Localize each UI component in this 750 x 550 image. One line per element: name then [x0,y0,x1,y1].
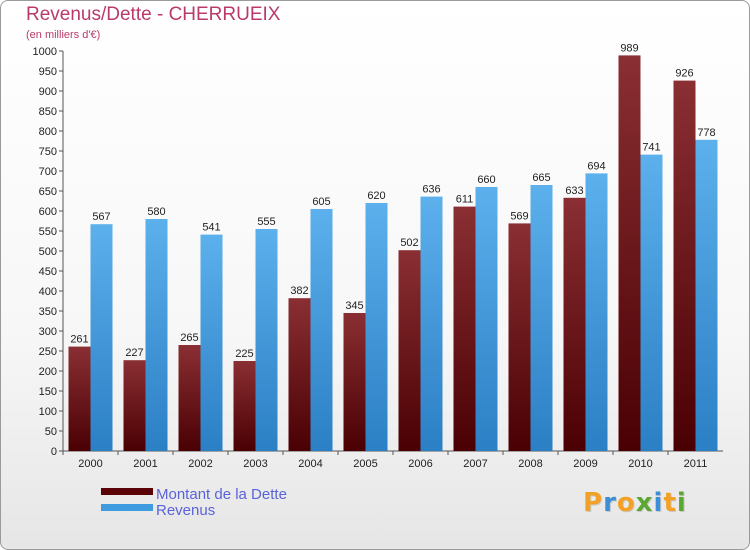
dette-bar-2001 [123,360,146,451]
revenus-bar-2000 [90,224,113,451]
dette-bar-2006 [398,250,421,451]
logo-letter: o [616,488,636,518]
dette-label-2003: 225 [235,348,253,360]
dette-label-2008: 569 [510,210,528,222]
x-tick-label: 2003 [243,458,267,470]
y-tick-label: 700 [39,166,57,178]
revenus-label-2011: 778 [697,127,715,139]
revenus-bar-2007 [475,187,498,451]
dette-label-2009: 633 [565,185,583,197]
dette-bar-2007 [453,206,476,451]
x-tick-label: 2008 [518,458,542,470]
revenus-bar-2004 [310,209,333,451]
chart-title: Revenus/Dette - CHERRUEIX [26,4,281,25]
dette-bar-2010 [618,55,641,452]
logo-letter: x [635,488,654,518]
dette-label-2005: 345 [345,300,363,312]
x-tick-label: 2006 [408,458,432,470]
revenus-bar-2003 [255,229,278,451]
y-tick-label: 550 [39,226,57,238]
revenus-bar-2011 [695,139,718,452]
dette-label-2000: 261 [70,334,88,346]
revenus-legend-label: Revenus [156,502,215,519]
revenus-label-2007: 660 [477,174,495,186]
revenus-bar-2008 [530,185,553,451]
logo-letter: t [663,488,677,518]
x-tick-label: 2011 [684,458,708,470]
y-tick-label: 850 [39,106,57,118]
x-tick-label: 2004 [298,458,322,470]
y-tick-label: 800 [39,126,57,138]
logo-letter: i [653,488,664,518]
y-tick-label: 950 [39,66,57,78]
revenus-label-2010: 741 [642,142,660,154]
revenus-label-2001: 580 [147,206,165,218]
dette-label-2002: 265 [180,332,198,344]
y-tick-label: 500 [39,246,57,258]
x-tick-label: 2000 [78,458,102,470]
y-tick-label: 400 [39,286,57,298]
y-tick-label: 50 [45,426,57,438]
dette-label-2011: 926 [675,68,693,80]
y-tick-label: 1000 [33,46,57,58]
y-tick-label: 150 [39,386,57,398]
dette-bar-2000 [68,346,91,451]
y-tick-label: 250 [39,346,57,358]
dette-bar-2004 [288,298,311,451]
dette-bar-2005 [343,313,366,451]
x-tick-label: 2009 [573,458,597,470]
y-tick-label: 300 [39,326,57,338]
revenus-legend-swatch [101,504,153,511]
logo-letter: P [583,488,604,518]
dette-bar-2002 [178,345,201,451]
dette-legend-label: Montant de la Dette [156,486,287,503]
revenus-label-2000: 567 [92,211,110,223]
dette-bar-2008 [508,223,531,451]
dette-bar-2009 [563,197,586,451]
logo-letter: r [603,488,617,518]
dette-label-2007: 611 [456,194,474,206]
y-tick-label: 350 [39,306,57,318]
dette-bar-2003 [233,361,256,451]
x-tick-label: 2007 [463,458,487,470]
chart-subtitle: (en milliers d'€) [26,29,101,41]
y-tick-label: 200 [39,366,57,378]
x-tick-label: 2002 [188,458,212,470]
dette-label-2006: 502 [400,237,418,249]
y-tick-label: 100 [39,406,57,418]
y-tick-label: 600 [39,206,57,218]
logo-letter: i [676,488,687,518]
x-tick-label: 2001 [133,458,157,470]
revenus-bar-2006 [420,196,443,451]
dette-label-2004: 382 [290,285,308,297]
revenus-bar-2005 [365,203,388,451]
dette-label-2001: 227 [125,347,143,359]
x-tick-label: 2005 [353,458,377,470]
revenus-label-2005: 620 [367,190,385,202]
proxiti-logo: Proxiti [583,488,687,518]
y-tick-label: 650 [39,186,57,198]
y-tick-label: 900 [39,86,57,98]
y-tick-label: 0 [51,446,57,458]
revenus-bar-2002 [200,234,223,451]
dette-label-2010: 989 [620,42,638,54]
revenus-label-2003: 555 [257,216,275,228]
revenus-label-2009: 694 [587,160,605,172]
revenus-label-2002: 541 [202,222,220,234]
revenus-label-2008: 665 [532,172,550,184]
dette-bar-2011 [673,80,696,451]
x-tick-label: 2010 [628,458,652,470]
revenus-label-2006: 636 [422,184,440,196]
revenus-bar-2009 [585,173,608,451]
revenus-label-2004: 605 [312,196,330,208]
dette-legend-swatch [101,488,153,495]
y-tick-label: 450 [39,266,57,278]
y-tick-label: 750 [39,146,57,158]
revenus-bar-2001 [145,219,168,451]
revenus-bar-2010 [640,154,663,451]
